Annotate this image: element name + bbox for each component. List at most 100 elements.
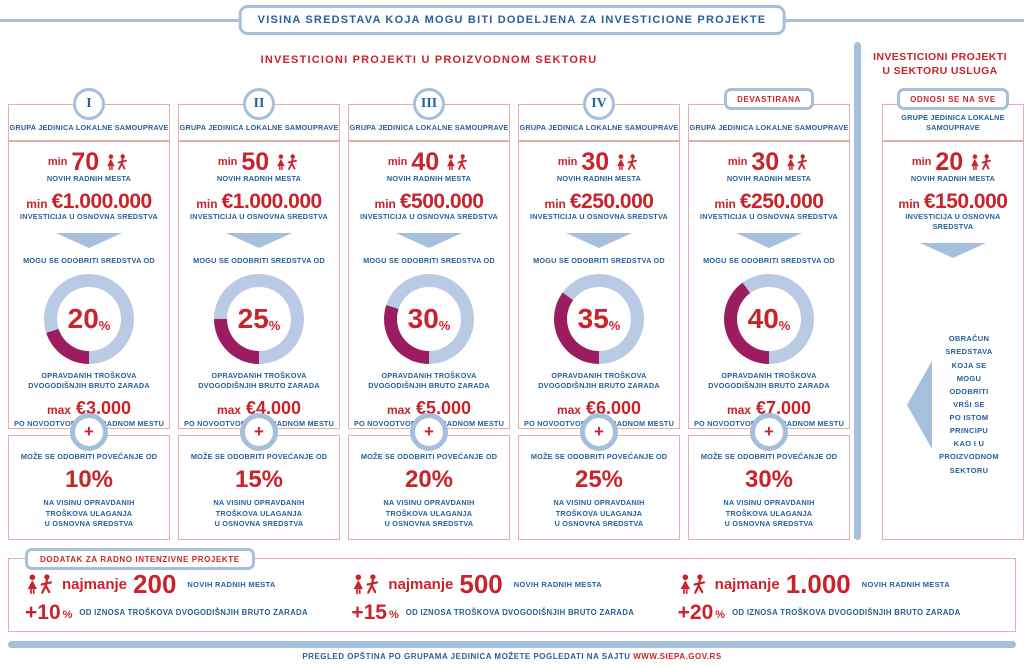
labor-item-2: najmanje 500 NOVIH RADNIH MESTA +15 % OD… — [351, 571, 677, 623]
footer-link[interactable]: WWW.SIEPA.GOV.RS — [633, 652, 722, 661]
increase-box: MOŽE SE ODOBRITI POVEĆANJE OD 30% NA VIS… — [688, 435, 850, 540]
group-column-2: II GRUPA JEDINICA LOKALNE SAMOUPRAVE min… — [178, 88, 340, 540]
donut-hole: 20% — [57, 287, 121, 352]
group-column-3: III GRUPA JEDINICA LOKALNE SAMOUPRAVE mi… — [348, 88, 510, 540]
min-investment-row: min €1.000.000 — [196, 191, 322, 212]
increase-caption: NA VISINU OPRAVDANIH TROŠKOVA ULAGANJA U… — [553, 498, 645, 528]
increase-caption: NA VISINU OPRAVDANIH TROŠKOVA ULAGANJA U… — [383, 498, 475, 528]
people-icon — [27, 574, 53, 595]
section-divider — [854, 42, 861, 540]
labor-jobs-row: najmanje 500 NOVIH RADNIH MESTA — [351, 571, 677, 598]
max-per-job-row: max €5.000 — [387, 399, 471, 417]
najmanje-label: najmanje — [62, 576, 128, 594]
min-label: min — [196, 196, 218, 211]
max-label: max — [556, 402, 581, 417]
group-badge-circle: III — [413, 88, 445, 120]
increase-label: MOŽE SE ODOBRITI POVEĆANJE OD — [530, 451, 668, 461]
min-jobs-row: min 30 — [727, 148, 810, 176]
min-label: min — [26, 196, 48, 211]
footer-text: PREGLED OPŠTINA PO GRUPAMA JEDINICA MOŽE… — [302, 652, 631, 661]
labor-jobs-row: najmanje 1.000 NOVIH RADNIH MESTA — [678, 571, 1004, 598]
increase-label: MOŽE SE ODOBRITI POVEĆANJE OD — [360, 451, 498, 461]
group-label: GRUPA JEDINICA LOKALNE SAMOUPRAVE — [179, 122, 339, 132]
arrow-down-icon — [736, 232, 802, 248]
investment-label: INVESTICIJA U OSNOVNA SREDSTVA — [700, 211, 838, 221]
grant-percent-value: 20 — [67, 303, 99, 335]
min-jobs-value: 30 — [751, 148, 780, 176]
people-icon — [680, 574, 705, 595]
min-jobs-row: min 20 — [911, 148, 994, 176]
donut-hole: 40% — [737, 287, 801, 352]
footer: PREGLED OPŠTINA PO GRUPAMA JEDINICA MOŽE… — [0, 652, 1024, 661]
najmanje-label: najmanje — [388, 576, 454, 594]
conditions-box: min 30 NOVIH RADNIH MESTA min €250.000 I… — [518, 141, 680, 429]
max-per-job-value: €3.000 — [75, 397, 132, 418]
group-label: GRUPA JEDINICA LOKALNE SAMOUPRAVE — [519, 122, 679, 132]
min-label: min — [374, 196, 396, 211]
grant-percent-value: 40 — [747, 303, 779, 335]
min-label: min — [727, 156, 748, 169]
group-badge-circle: II — [243, 88, 275, 120]
group-column-4: IV GRUPA JEDINICA LOKALNE SAMOUPRAVE min… — [518, 88, 680, 540]
min-label: min — [544, 196, 566, 211]
min-investment-value: €150.000 — [923, 189, 1008, 213]
labor-jobs-label: NOVIH RADNIH MESTA — [187, 580, 276, 590]
percent-sign: % — [388, 609, 399, 622]
labor-jobs-label: NOVIH RADNIH MESTA — [861, 580, 950, 590]
people-icon — [107, 154, 128, 170]
min-jobs-row: min 50 — [218, 150, 300, 174]
grant-percent-value: 25 — [237, 303, 269, 335]
group-badge-label: IV — [591, 96, 607, 111]
group-badge-label: II — [253, 96, 265, 111]
plus-sign: + — [424, 422, 434, 441]
jobs-label: NOVIH RADNIH MESTA — [556, 173, 642, 183]
arrow-down-icon — [56, 232, 122, 248]
max-per-job-row: max €7.000 — [727, 399, 811, 417]
labor-jobs-label: NOVIH RADNIH MESTA — [513, 580, 602, 590]
donut-caption: OPRAVDANIH TROŠKOVA DVOGODIŠNJIH BRUTO Z… — [708, 371, 830, 391]
approve-label: MOGU SE ODOBRITI SREDSTVA OD — [193, 255, 325, 265]
people-icon — [447, 154, 468, 170]
percent-sign: % — [98, 318, 111, 334]
increase-percent-value: 10% — [64, 466, 114, 494]
min-jobs-value: 20 — [935, 148, 964, 176]
donut-hole: 35% — [567, 287, 631, 352]
percent-sign: % — [268, 318, 281, 334]
jobs-label: NOVIH RADNIH MESTA — [910, 173, 996, 183]
increase-caption: NA VISINU OPRAVDANIH TROŠKOVA ULAGANJA U… — [723, 498, 815, 528]
max-label: max — [726, 402, 751, 417]
increase-percent-value: 30% — [744, 466, 794, 494]
services-note: OBRAČUN SREDSTAVA KOJA SE MOGU ODOBRITI … — [907, 276, 999, 533]
services-badge-label: ODNOSI SE NA SVE — [910, 94, 996, 104]
min-investment-row: min €150.000 — [899, 191, 1008, 212]
increase-label: MOŽE SE ODOBRITI POVEĆANJE OD — [700, 451, 838, 461]
group-badge-circle: I — [73, 88, 105, 120]
labor-bonus-desc: OD IZNOSA TROŠKOVA DVOGODIŠNJIH BRUTO ZA… — [79, 607, 308, 617]
labor-intensive-section: DODATAK ZA RADNO INTENZIVNE PROJEKTE naj… — [8, 548, 1016, 632]
min-investment-value: €500.000 — [399, 189, 484, 213]
group-badge-circle: IV — [583, 88, 615, 120]
min-label: min — [911, 156, 932, 169]
investment-label: INVESTICIJA U OSNOVNA SREDSTVA — [190, 211, 328, 221]
percent-sign: % — [778, 318, 791, 334]
labor-intensive-badge: DODATAK ZA RADNO INTENZIVNE PROJEKTE — [25, 548, 255, 570]
min-investment-value: €250.000 — [569, 189, 654, 213]
plus-icon: + — [580, 413, 618, 451]
labor-jobs-value: 200 — [133, 569, 177, 600]
arrow-left-icon — [907, 360, 933, 449]
min-jobs-value: 40 — [411, 148, 440, 176]
min-jobs-row: min 40 — [387, 148, 470, 176]
min-label: min — [387, 156, 408, 169]
group-badge-label: III — [420, 96, 438, 111]
min-jobs-value: 30 — [581, 148, 610, 176]
plus-icon: + — [70, 413, 108, 451]
production-sector-title: INVESTICIONI PROJEKTI U PROIZVODNOM SEKT… — [260, 54, 598, 66]
najmanje-label: najmanje — [714, 576, 780, 594]
plus-sign: + — [764, 422, 774, 441]
min-investment-value: €1.000.000 — [51, 189, 153, 213]
approve-label: MOGU SE ODOBRITI SREDSTVA OD — [363, 255, 495, 265]
labor-bonus-row: +15 % OD IZNOSA TROŠKOVA DVOGODIŠNJIH BR… — [351, 602, 677, 623]
labor-bonus-row: +20 % OD IZNOSA TROŠKOVA DVOGODIŠNJIH BR… — [678, 602, 1004, 623]
percent-sign: % — [438, 318, 451, 334]
